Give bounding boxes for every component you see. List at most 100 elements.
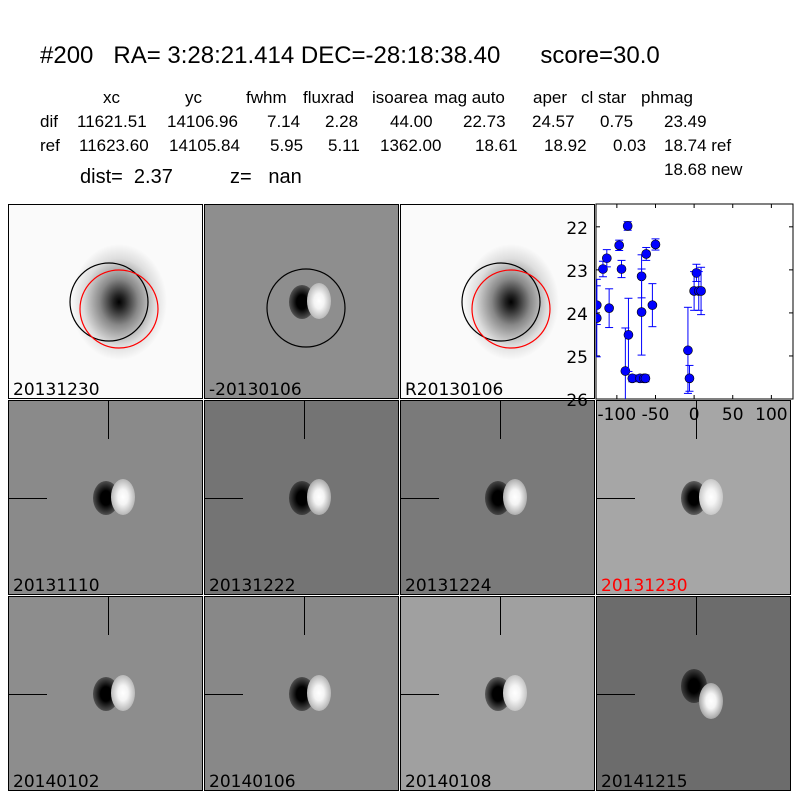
point-marker bbox=[616, 264, 627, 274]
stamp-date-label: -20130106 bbox=[209, 380, 302, 399]
data-point bbox=[622, 221, 633, 231]
column-header: xc bbox=[103, 88, 120, 107]
crosshair-horizontal bbox=[597, 498, 635, 499]
positive-residual bbox=[307, 479, 331, 515]
image-stamp[interactable]: 20131224 bbox=[400, 400, 595, 595]
ref-cell: 1362.00 bbox=[380, 136, 442, 155]
stamp-date-label: 20131230 bbox=[601, 576, 688, 595]
ref-cell: 18.61 bbox=[475, 136, 518, 155]
dif-cell: 11621.51 bbox=[77, 112, 147, 131]
data-point bbox=[696, 266, 706, 316]
point-marker bbox=[623, 330, 634, 340]
stamp-date-label: 20131222 bbox=[209, 576, 296, 595]
stamp-date-label: 20131230 bbox=[13, 380, 100, 399]
image-stamp[interactable]: 20141215 bbox=[596, 596, 791, 791]
point-marker bbox=[647, 300, 658, 310]
crosshair-horizontal bbox=[205, 498, 243, 499]
ref-cell: ref bbox=[40, 136, 60, 155]
ref-cell: 18.92 bbox=[544, 136, 587, 155]
crosshair-horizontal bbox=[9, 498, 47, 499]
crosshair-vertical bbox=[304, 597, 305, 635]
aperture-circle bbox=[266, 268, 346, 348]
stamp-date-label: 20140108 bbox=[405, 772, 492, 791]
positive-residual bbox=[111, 675, 135, 711]
point-marker bbox=[627, 373, 638, 384]
plot-area bbox=[595, 203, 794, 400]
data-point bbox=[604, 288, 614, 329]
ref-cell: 11623.60 bbox=[79, 136, 149, 155]
crosshair-vertical bbox=[696, 401, 697, 439]
distance-value: dist= 2.37 bbox=[80, 166, 173, 188]
stamp-date-label: 20131224 bbox=[405, 576, 492, 595]
stamp-date-label: 20140102 bbox=[13, 772, 100, 791]
point-marker bbox=[640, 373, 651, 384]
positive-residual bbox=[307, 675, 331, 711]
aperture-circles bbox=[461, 262, 551, 349]
image-stamp[interactable]: 20131110 bbox=[8, 400, 203, 595]
dif-cell: 23.49 bbox=[664, 112, 707, 131]
crosshair-horizontal bbox=[597, 694, 635, 695]
dif-cell: 0.75 bbox=[600, 112, 634, 131]
image-stamp[interactable]: 20131222 bbox=[204, 400, 399, 595]
point-marker bbox=[696, 286, 706, 296]
column-header: phmag bbox=[641, 88, 693, 107]
aperture-circles bbox=[69, 262, 159, 349]
image-stamp[interactable]: 20140108 bbox=[400, 596, 595, 791]
point-marker bbox=[622, 221, 633, 231]
positive-residual bbox=[111, 479, 135, 515]
redshift-value: z= nan bbox=[230, 166, 302, 188]
image-stamp[interactable]: R20130106 bbox=[400, 204, 595, 399]
point-marker bbox=[604, 303, 614, 313]
image-stamp[interactable]: 20131230 bbox=[8, 204, 203, 399]
ref-cell: 14105.84 bbox=[169, 136, 240, 155]
crosshair-vertical bbox=[696, 597, 697, 635]
column-header: fluxrad bbox=[303, 88, 355, 107]
data-point bbox=[614, 239, 624, 251]
point-marker bbox=[602, 253, 612, 264]
column-header: fwhm bbox=[246, 88, 287, 107]
point-marker bbox=[620, 366, 631, 376]
point-marker bbox=[689, 286, 699, 296]
point-marker bbox=[614, 240, 624, 251]
data-point bbox=[640, 373, 651, 384]
dif-cell: 44.00 bbox=[390, 112, 433, 131]
image-stamp[interactable]: 20131230 bbox=[596, 400, 791, 595]
ref-cell: 0.03 bbox=[613, 136, 647, 155]
point-marker bbox=[693, 286, 704, 296]
data-point bbox=[616, 259, 627, 279]
data-point bbox=[602, 249, 612, 268]
data-point bbox=[635, 373, 645, 384]
data-point bbox=[693, 271, 704, 311]
column-header: yc bbox=[185, 88, 202, 107]
data-point bbox=[683, 306, 693, 394]
data-point bbox=[650, 238, 661, 251]
point-marker bbox=[635, 373, 645, 384]
data-point bbox=[639, 373, 649, 384]
dif-cell: 22.73 bbox=[463, 112, 506, 131]
new-mag: 18.68 new bbox=[664, 160, 743, 179]
crosshair-vertical bbox=[500, 597, 501, 635]
stamp-date-label: R20130106 bbox=[405, 380, 504, 399]
image-stamp[interactable]: -20130106 bbox=[204, 204, 399, 399]
crosshair-vertical bbox=[500, 401, 501, 439]
stamp-date-label: 20141215 bbox=[601, 772, 688, 791]
data-point bbox=[627, 373, 638, 384]
data-point bbox=[636, 254, 647, 299]
positive-residual bbox=[699, 683, 723, 719]
data-point bbox=[641, 246, 652, 261]
ref-cell: 5.11 bbox=[328, 136, 360, 155]
crosshair-horizontal bbox=[9, 694, 47, 695]
crosshair-horizontal bbox=[401, 694, 439, 695]
data-point bbox=[691, 263, 702, 282]
point-marker bbox=[598, 264, 608, 274]
crosshair-vertical bbox=[108, 597, 109, 635]
data-point bbox=[689, 271, 699, 311]
crosshair-horizontal bbox=[205, 694, 243, 695]
ref-cell: 18.74 ref bbox=[664, 136, 732, 155]
stamp-date-label: 20140106 bbox=[209, 772, 296, 791]
image-stamp[interactable]: 20140106 bbox=[204, 596, 399, 791]
dif-cell: 7.14 bbox=[267, 112, 301, 131]
image-stamp[interactable]: 20140102 bbox=[8, 596, 203, 791]
data-point bbox=[636, 268, 647, 356]
point-marker bbox=[641, 249, 652, 259]
